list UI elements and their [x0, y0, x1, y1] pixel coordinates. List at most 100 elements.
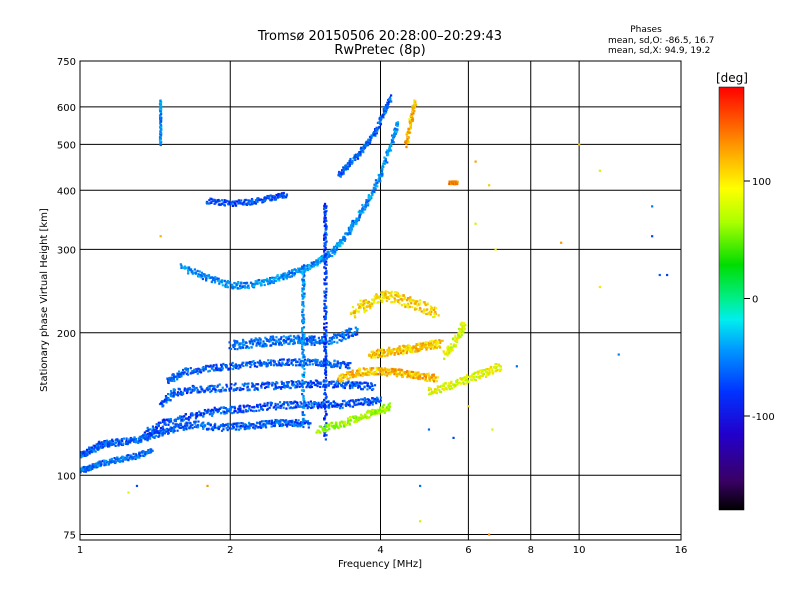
data-point	[293, 423, 296, 426]
data-point	[245, 425, 248, 428]
data-point	[338, 170, 341, 174]
data-point	[414, 103, 417, 106]
data-point	[185, 421, 188, 424]
data-point	[408, 346, 411, 349]
data-point	[190, 412, 193, 415]
data-point	[233, 201, 236, 204]
data-point	[279, 337, 282, 341]
y-tick-label: 600	[57, 103, 76, 114]
data-point	[260, 420, 264, 423]
data-point	[361, 398, 365, 401]
data-point	[578, 143, 581, 146]
data-point	[245, 408, 248, 412]
data-point	[342, 376, 345, 379]
data-point	[410, 370, 413, 373]
data-point	[187, 387, 190, 390]
data-point	[173, 389, 176, 392]
data-point	[263, 402, 266, 405]
data-point	[367, 141, 370, 145]
data-point	[419, 520, 422, 523]
data-point	[242, 424, 245, 427]
data-point	[356, 333, 359, 336]
data-point	[323, 399, 326, 402]
data-point	[151, 425, 155, 428]
data-point	[449, 343, 453, 346]
data-point	[226, 279, 229, 283]
data-point	[201, 275, 204, 278]
data-point	[301, 341, 304, 344]
data-point	[269, 194, 272, 197]
data-point	[297, 419, 300, 422]
data-point	[269, 403, 272, 406]
data-point	[307, 422, 310, 425]
data-point	[351, 334, 355, 338]
data-point	[315, 379, 318, 382]
data-point	[425, 348, 428, 351]
data-point	[324, 376, 328, 379]
data-point	[434, 378, 437, 381]
data-point	[442, 388, 445, 391]
data-point	[400, 348, 403, 351]
data-point	[430, 306, 434, 309]
data-point	[211, 426, 215, 429]
data-point	[153, 436, 156, 439]
data-point	[258, 426, 262, 429]
data-point	[143, 432, 146, 436]
data-point	[378, 353, 381, 357]
data-point	[310, 385, 313, 388]
data-point	[241, 338, 245, 342]
data-point	[244, 346, 247, 350]
data-point	[199, 390, 202, 393]
data-point	[427, 374, 431, 377]
data-point	[337, 377, 340, 380]
data-point	[274, 339, 277, 342]
data-point	[291, 380, 295, 384]
data-point	[323, 220, 326, 224]
data-point	[333, 248, 336, 251]
data-point	[347, 377, 350, 380]
data-point	[471, 373, 474, 376]
data-point	[216, 384, 220, 387]
data-point	[235, 283, 239, 286]
data-point	[422, 311, 425, 315]
data-point	[287, 422, 290, 426]
data-point	[300, 402, 303, 405]
data-point	[99, 461, 102, 464]
data-point	[302, 425, 305, 429]
data-point	[251, 199, 254, 202]
data-point	[324, 349, 328, 352]
data-point	[269, 278, 272, 281]
data-point	[419, 349, 422, 352]
data-point	[326, 429, 329, 432]
data-point	[446, 346, 449, 349]
data-point	[363, 368, 366, 371]
data-point	[331, 250, 335, 254]
data-point	[173, 418, 177, 422]
data-point	[240, 421, 243, 425]
data-point	[362, 211, 365, 214]
data-point	[318, 430, 321, 434]
data-point	[100, 463, 103, 466]
data-point	[120, 437, 124, 441]
data-point	[373, 371, 376, 374]
data-point	[325, 373, 328, 377]
data-point	[404, 371, 407, 375]
data-point	[281, 385, 284, 389]
data-point	[359, 306, 362, 309]
data-point	[301, 383, 304, 386]
data-point	[220, 363, 223, 366]
data-point	[353, 420, 356, 423]
data-point	[195, 412, 198, 415]
data-point	[371, 193, 374, 197]
data-point	[402, 345, 406, 349]
data-point	[300, 346, 304, 349]
data-point	[299, 341, 302, 344]
data-point	[243, 382, 247, 385]
data-point	[234, 200, 237, 203]
data-point	[287, 273, 290, 276]
data-point	[265, 385, 268, 388]
data-point	[98, 460, 101, 463]
data-point	[142, 434, 145, 437]
data-point	[167, 428, 170, 432]
data-point	[335, 385, 338, 388]
